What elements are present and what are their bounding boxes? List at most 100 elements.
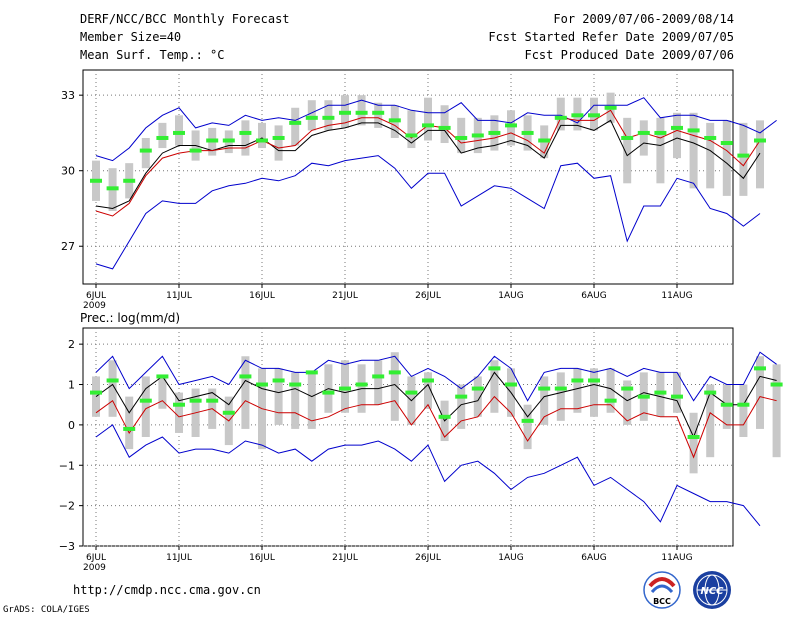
forecast-period-label: For 2009/07/06-2009/08/14 — [553, 12, 734, 26]
observation-marker — [671, 125, 683, 130]
ensemble-box — [639, 120, 648, 156]
series-line-min — [95, 155, 761, 270]
observation-marker — [322, 115, 335, 120]
observation-marker — [156, 374, 169, 379]
observation-marker — [554, 386, 567, 391]
observation-marker — [505, 382, 517, 387]
series-line-max — [95, 351, 777, 402]
ensemble-box — [125, 396, 134, 450]
ensemble-box — [440, 105, 449, 144]
ensemble-box — [457, 117, 466, 154]
ensemble-box — [424, 372, 432, 409]
precip-title: Prec.: log(mm/d) — [80, 311, 180, 325]
website-url[interactable]: http://cmdp.ncc.cma.gov.cn — [73, 583, 261, 597]
y-tick-label: 1 — [68, 379, 75, 392]
ensemble-box — [390, 352, 399, 421]
ensemble-box — [258, 122, 266, 149]
observation-marker — [222, 138, 235, 143]
x-tick-label: 6AUG — [581, 553, 606, 563]
observation-marker — [571, 378, 584, 383]
ensemble-box — [722, 120, 731, 196]
ensemble-box — [407, 110, 416, 149]
observation-marker — [388, 370, 401, 375]
observation-marker — [687, 435, 700, 439]
observation-marker — [687, 128, 700, 133]
ensemble-box — [241, 120, 250, 156]
observation-marker — [206, 398, 219, 403]
y-tick-label: −1 — [59, 459, 75, 472]
member-size-label: Member Size=40 — [80, 30, 182, 44]
logos: BCC NCC — [643, 571, 731, 609]
bcc-logo-icon: BCC — [643, 571, 681, 609]
ensemble-box — [108, 360, 117, 417]
observation-marker — [704, 390, 717, 395]
y-tick-label: −3 — [59, 540, 75, 553]
observation-marker — [422, 123, 434, 128]
observation-marker — [355, 382, 368, 387]
ensemble-box — [357, 95, 366, 126]
ensemble-box — [706, 384, 715, 458]
series-line-max — [95, 97, 777, 162]
ensemble-box — [673, 372, 681, 413]
observation-marker — [455, 394, 468, 399]
observation-marker — [156, 135, 169, 140]
ensemble-box — [756, 356, 764, 429]
ensemble-box — [656, 117, 665, 184]
observation-marker — [305, 370, 318, 375]
ensemble-box — [756, 120, 764, 189]
x-tick-sublabel: 2009 — [83, 301, 106, 311]
x-tick-label: 1AUG — [498, 291, 523, 301]
observation-marker — [720, 141, 733, 146]
observation-marker — [538, 138, 551, 143]
observation-marker — [372, 110, 385, 115]
x-tick-label: 26JUL — [415, 291, 441, 301]
observation-marker — [671, 394, 683, 399]
observation-marker — [189, 148, 202, 153]
series-line-min — [95, 424, 761, 527]
observation-marker — [90, 390, 102, 395]
series-line-ensemble-mean — [95, 371, 777, 439]
ensemble-box — [324, 100, 333, 131]
y-tick-label: −2 — [59, 500, 75, 513]
ensemble-box — [722, 384, 731, 429]
ensemble-box — [424, 97, 432, 141]
observation-marker — [754, 366, 766, 371]
observation-marker — [704, 135, 717, 140]
start-date-label: Fcst Started Refer Date 2009/07/05 — [488, 30, 734, 44]
observation-marker — [604, 105, 617, 110]
x-tick-label: 11JUL — [166, 291, 192, 301]
observation-marker — [737, 402, 750, 407]
observation-marker — [139, 398, 152, 403]
ensemble-box — [673, 112, 681, 159]
observation-marker — [588, 378, 600, 383]
observation-marker — [355, 110, 368, 115]
ensemble-box — [141, 137, 150, 169]
x-tick-label: 11AUG — [661, 291, 692, 301]
ensemble-box — [606, 368, 615, 413]
x-tick-label: 26JUL — [415, 553, 441, 563]
bcc-logo-text: BCC — [653, 597, 671, 606]
y-tick-label: 2 — [68, 338, 75, 351]
y-tick-label: 27 — [61, 240, 75, 253]
ensemble-box — [590, 368, 598, 417]
observation-marker — [571, 113, 584, 118]
observation-marker — [422, 378, 434, 383]
observation-marker — [189, 398, 202, 403]
observation-marker — [770, 382, 783, 387]
observation-marker — [521, 130, 534, 135]
grads-credit: GrADS: COLA/IGES — [3, 605, 90, 615]
ensemble-box — [307, 100, 316, 131]
observation-marker — [488, 130, 501, 135]
ensemble-box — [656, 372, 665, 417]
observation-marker — [339, 110, 351, 115]
observation-marker — [372, 374, 385, 379]
observation-marker — [173, 402, 185, 407]
plot-frame-temp — [82, 69, 734, 285]
ensemble-box — [457, 384, 466, 429]
observation-marker — [256, 382, 268, 387]
observation-marker — [637, 130, 650, 135]
ensemble-box — [175, 115, 183, 146]
observation-marker — [488, 366, 501, 371]
observation-marker — [173, 130, 185, 135]
ensemble-box — [556, 97, 565, 131]
